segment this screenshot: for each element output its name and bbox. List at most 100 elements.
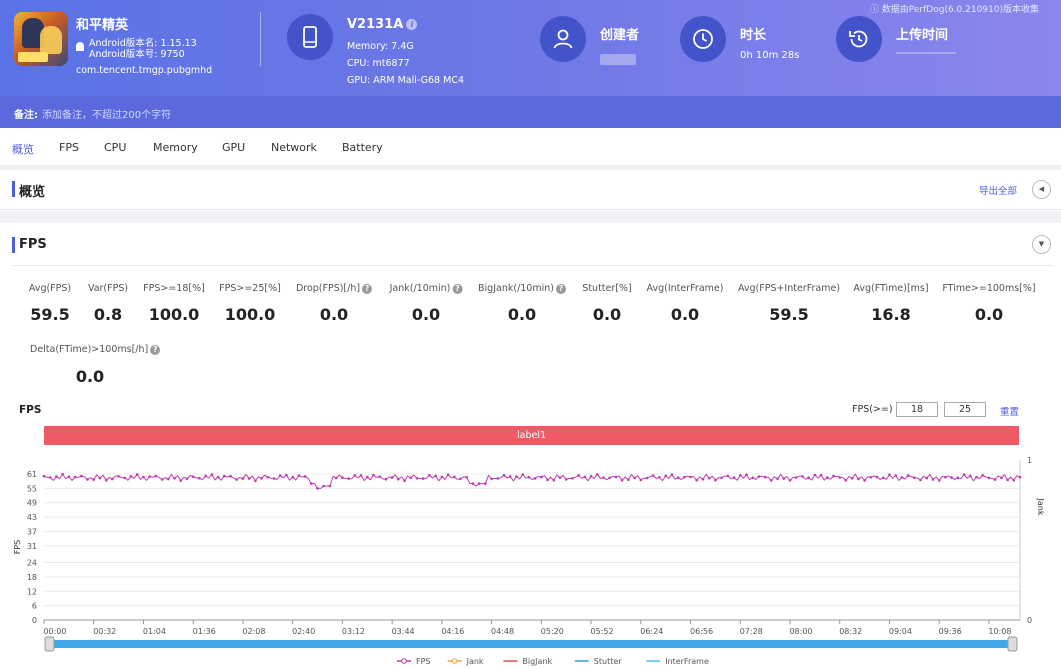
fps-point [117, 475, 120, 478]
tab-fps[interactable]: FPS [59, 141, 79, 154]
fps-point [434, 474, 437, 478]
triangle-left-icon: ◀ [1038, 185, 1045, 193]
tab-overview[interactable]: 概览 [12, 143, 34, 156]
reset-button[interactable]: 重置 [1000, 407, 1020, 418]
x-tick-label: 06:56 [690, 627, 713, 636]
overview-title: 概览 [19, 185, 46, 200]
app-version-code: Android版本号: 9750 [89, 49, 185, 60]
fps-point [757, 475, 761, 478]
metric-value: 0.8 [93, 305, 123, 324]
fps-point [508, 475, 512, 478]
fps-divider [12, 265, 1053, 266]
range-slider-handle-left[interactable] [44, 636, 55, 652]
fps-point [104, 479, 108, 482]
fps-point [857, 477, 860, 481]
help-icon[interactable]: ? [452, 284, 463, 294]
y-tick-label: 6 [32, 602, 37, 611]
fps-point [303, 475, 307, 478]
fps-point [397, 477, 400, 481]
app-version-name: Android版本名: 1.15.13 [89, 38, 197, 49]
tab-cpu[interactable]: CPU [104, 141, 127, 154]
chart-title: FPS [19, 404, 42, 416]
x-tick-label: 03:44 [392, 627, 415, 636]
fps-point [247, 477, 251, 480]
range-slider-track[interactable] [48, 640, 1016, 648]
label-band[interactable]: label1 [44, 426, 1019, 445]
x-tick-label: 01:04 [143, 627, 166, 636]
legend-item[interactable]: Stutter [594, 657, 622, 666]
fps-point [310, 482, 313, 485]
tab-battery[interactable]: Battery [342, 141, 383, 154]
metric-value: 0.0 [411, 305, 441, 324]
fps-point [42, 474, 46, 478]
fps-point [596, 473, 599, 476]
section-gap [0, 211, 1061, 223]
y-tick-label: 61 [27, 470, 37, 479]
note-label: 备注: [14, 110, 38, 121]
fps-point [502, 473, 506, 477]
app-name: 和平精英 [76, 18, 129, 33]
duration-value: 0h 10m 28s [740, 50, 800, 61]
fps-point [614, 475, 618, 479]
fps-point [801, 475, 804, 478]
fps-point [670, 473, 674, 476]
range-slider-handle-right[interactable] [1007, 636, 1018, 652]
note-bar[interactable]: 备注: 添加备注，不超过200个字符 [0, 96, 1061, 128]
metric-value: 0.0 [592, 305, 622, 324]
fps-point [869, 476, 873, 479]
fps-chart[interactable]: 0 6 12 18 24 31 37 43 49 55 61 FPS Jank 0 1 00:00 00:32 0… [0, 446, 1061, 669]
tab-bar: 概览 FPS CPU Memory GPU Network Battery [0, 128, 1061, 166]
fps-point [540, 475, 543, 479]
fps-point [633, 476, 636, 480]
note-input[interactable]: 添加备注，不超过200个字符 [42, 110, 172, 121]
legend-item[interactable]: FPS [416, 657, 431, 666]
tab-gpu[interactable]: GPU [222, 141, 246, 154]
fps-point [701, 478, 705, 481]
help-icon[interactable]: ? [362, 284, 373, 294]
x-tick-label: 10:08 [988, 627, 1011, 636]
legend-item[interactable]: BigJank [522, 657, 552, 666]
y-tick-label: 0 [32, 616, 37, 625]
collapse-down-button[interactable]: ▼ [1032, 235, 1051, 254]
fps-point [956, 476, 960, 479]
y-tick-label: 55 [27, 484, 37, 493]
metric-label: FTime>=100ms[%] [942, 283, 1036, 294]
metric-label: Avg(FPS) [28, 283, 72, 294]
fps-section: FPS ▼ Avg(FPS) 59.5 Var(FPS) 0.8 FPS>=18[%] 1… [0, 223, 1061, 669]
metric-label: Jank(/10min)? [390, 283, 463, 294]
legend-item[interactable]: Jank [466, 657, 484, 666]
fps-point [92, 478, 95, 481]
help-icon[interactable]: ? [150, 345, 161, 355]
fps-point [776, 477, 779, 481]
fps-point [471, 482, 475, 485]
fps-point [347, 477, 350, 480]
info-icon[interactable]: i [406, 19, 418, 30]
x-tick-label: 03:12 [342, 627, 365, 636]
creator-title: 创建者 [600, 28, 640, 43]
fps-threshold-input-2[interactable]: 25 [944, 402, 986, 417]
tab-memory[interactable]: Memory [153, 141, 198, 154]
help-icon[interactable]: ? [555, 284, 566, 294]
metric-value: 16.8 [871, 305, 911, 324]
collapse-left-button[interactable]: ◀ [1032, 180, 1051, 199]
tab-network[interactable]: Network [271, 141, 317, 154]
y-tick-label: 18 [27, 573, 37, 582]
app-version: Android版本名: 1.15.13 Android版本号: 9750 [89, 38, 197, 60]
fps-threshold-input-1[interactable]: 18 [896, 402, 938, 417]
fps-point [552, 478, 556, 482]
fps-point [359, 474, 363, 477]
x-tick-label: 09:04 [889, 627, 912, 636]
fps-point [135, 473, 139, 476]
fps-point [191, 475, 195, 478]
fps-point [496, 477, 500, 480]
fps-point [160, 478, 164, 481]
x-tick-label: 00:00 [43, 627, 66, 636]
fps-point [409, 476, 413, 480]
export-all-link[interactable]: 导出全部 [978, 186, 1017, 197]
fps-point [403, 479, 406, 483]
fps-point [770, 479, 773, 482]
x-tick-label: 09:36 [939, 627, 962, 636]
device-gpu: GPU: ARM Mali-G68 MC4 [347, 75, 464, 86]
fps-point [676, 476, 680, 479]
legend-item[interactable]: InterFrame [665, 657, 709, 666]
